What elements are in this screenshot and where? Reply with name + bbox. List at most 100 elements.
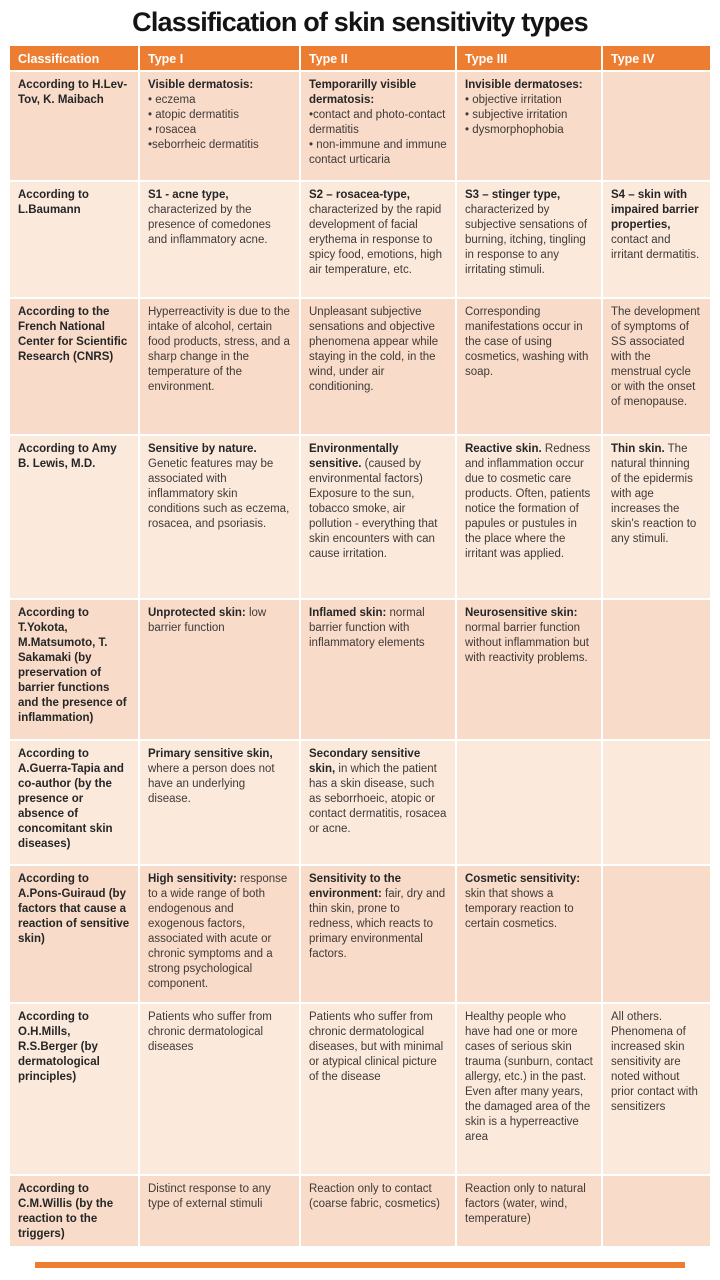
type-iv-cell [603,866,710,1002]
classification-cell: According to A.Guerra-Tapia and co-autho… [10,741,138,864]
page-title: Classification of skin sensitivity types [132,7,588,37]
type-iii-cell: Corresponding manifestations occur in th… [457,299,601,434]
cell-lead-bold: Sensitive by nature. [148,443,257,455]
type-iv-cell [603,72,710,180]
cell-body-text: where a person does not have an underlyi… [148,762,275,805]
cell-body-text: Distinct response to any type of externa… [148,1183,271,1210]
table-row: According to C.M.Willis (by the reaction… [10,1176,710,1246]
table-row: According to O.H.Mills, R.S.Berger (by d… [10,1004,710,1174]
cell-body-text: • eczema • atopic dermatitis • rosacea •… [148,93,259,151]
cell-lead-bold: Primary sensitive skin, [148,748,273,760]
cell-body-text: skin that shows a temporary reaction to … [465,887,574,930]
cell-body-text: Hyperreactivity is due to the intake of … [148,306,290,393]
type-ii-cell: Environmentally sensitive. (caused by en… [301,436,455,598]
type-ii-cell: Patients who suffer from chronic dermato… [301,1004,455,1174]
cell-lead-bold: Sensitivity to the environment: [309,873,402,900]
cell-lead-bold: Reactive skin. [465,443,542,455]
type-iv-cell [603,600,710,739]
cell-body-text: Genetic features may be associated with … [148,457,290,530]
classification-cell: According to O.H.Mills, R.S.Berger (by d… [10,1004,138,1174]
table-row: According to Amy B. Lewis, M.D. Sensitiv… [10,436,710,598]
cell-body-text: (caused by environmental factors) Exposu… [309,457,438,560]
type-i-cell: High sensitivity: response to a wide ran… [140,866,299,1002]
cell-body-text: Patients who suffer from chronic dermato… [309,1011,444,1083]
table-row: According to H.Lev-Tov, K. Maibach Visib… [10,72,710,180]
type-ii-cell: Sensitivity to the environment: fair, dr… [301,866,455,1002]
type-ii-cell: Reaction only to contact (coarse fabric,… [301,1176,455,1246]
type-i-cell: Unprotected skin: low barrier function [140,600,299,739]
cell-body-text: • objective irritation • subjective irri… [465,93,568,136]
cell-lead-bold: Cosmetic sensitivity: [465,873,581,885]
type-iv-cell: Thin skin. The natural thinning of the e… [603,436,710,598]
cell-body-text: The development of symptoms of SS associ… [611,306,700,408]
cell-lead-bold: S4 – skin with impaired barrier properti… [611,189,699,231]
type-iii-cell [457,741,601,864]
type-iii-cell: Neurosensitive skin: normal barrier func… [457,600,601,739]
type-ii-cell: Temporarilly visible dermatosis: •contac… [301,72,455,180]
cell-body-text: low barrier function [148,607,267,634]
cell-body-text: •contact and photo-contact dermatitis • … [309,108,447,166]
classification-cell: According to H.Lev-Tov, K. Maibach [10,72,138,180]
type-iv-cell: The development of symptoms of SS associ… [603,299,710,434]
cell-body-text: Reaction only to natural factors (water,… [465,1183,586,1225]
cell-body-text: Corresponding manifestations occur in th… [465,306,589,378]
type-iii-cell: Reaction only to natural factors (water,… [457,1176,601,1246]
col-header-type-ii: Type II [301,46,455,70]
cell-lead-bold: S2 – rosacea-type, [309,189,411,201]
col-header-type-i: Type I [140,46,299,70]
type-iv-cell [603,1176,710,1246]
type-ii-cell: Secondary sensitive skin, in which the p… [301,741,455,864]
classification-cell: According to Amy B. Lewis, M.D. [10,436,138,598]
cell-body-text: The natural thinning of the epidermis wi… [611,443,697,545]
cell-body-text: Healthy people who have had one or more … [465,1011,593,1143]
classification-cell: According to T.Yokota, M.Matsumoto, T. S… [10,600,138,739]
type-i-cell: Sensitive by nature. Genetic features ma… [140,436,299,598]
cell-lead-bold: Thin skin. [611,443,665,455]
col-header-type-iii: Type III [457,46,601,70]
type-i-cell: S1 - acne type, characterized by the pre… [140,182,299,297]
cell-lead-bold: Invisible dermatoses: [465,79,583,91]
type-iii-cell: Healthy people who have had one or more … [457,1004,601,1174]
type-iv-cell: S4 – skin with impaired barrier properti… [603,182,710,297]
bottom-accent-bar [35,1262,685,1268]
cell-lead-bold: Visible dermatosis: [148,79,254,91]
type-i-cell: Patients who suffer from chronic dermato… [140,1004,299,1174]
classification-cell: According to C.M.Willis (by the reaction… [10,1176,138,1246]
type-iii-cell: S3 – stinger type, characterized by subj… [457,182,601,297]
cell-body-text: fair, dry and thin skin, prone to rednes… [309,887,446,960]
classification-cell: According to A.Pons-Guiraud (by factors … [10,866,138,1002]
cell-lead-bold: High sensitivity: [148,873,237,885]
table-header: Classification Type I Type II Type III T… [10,46,710,70]
cell-body-text: characterized by the presence of comedon… [148,203,271,246]
cell-body-text: Patients who suffer from chronic dermato… [148,1011,272,1053]
cell-lead-bold: Unprotected skin: [148,607,246,619]
type-iv-cell: All others. Phenomena of increased skin … [603,1004,710,1174]
cell-lead-bold: Secondary sensitive skin, [309,748,421,775]
type-iii-cell: Cosmetic sensitivity: skin that shows a … [457,866,601,1002]
type-iv-cell [603,741,710,864]
table-row: According to the French National Center … [10,299,710,434]
type-ii-cell: Inflamed skin: normal barrier function w… [301,600,455,739]
cell-body-text: characterized by the rapid development o… [309,203,442,276]
type-i-cell: Visible dermatosis: • eczema • atopic de… [140,72,299,180]
table-row: According to A.Guerra-Tapia and co-autho… [10,741,710,864]
classification-cell: According to the French National Center … [10,299,138,434]
cell-lead-bold: Neurosensitive skin: [465,607,578,619]
type-i-cell: Primary sensitive skin, where a person d… [140,741,299,864]
type-iii-cell: Invisible dermatoses: • objective irrita… [457,72,601,180]
cell-body-text: Reaction only to contact (coarse fabric,… [309,1183,441,1210]
type-i-cell: Distinct response to any type of externa… [140,1176,299,1246]
cell-lead-bold: Inflamed skin: [309,607,387,619]
type-ii-cell: Unpleasant subjective sensations and obj… [301,299,455,434]
table-row: According to L.Baumann S1 - acne type, c… [10,182,710,297]
cell-body-text: characterized by subjective sensations o… [465,203,588,276]
cell-lead-bold: S1 - acne type, [148,189,229,201]
cell-body-text: Redness and inflammation occur due to co… [465,443,591,560]
cell-body-text: response to a wide range of both endogen… [148,873,288,990]
cell-lead-bold: S3 – stinger type, [465,189,561,201]
classification-cell: According to L.Baumann [10,182,138,297]
cell-body-text: in which the patient has a skin disease,… [309,762,447,835]
cell-body-text: contact and irritant dermatitis. [611,233,700,261]
cell-lead-bold: Temporarilly visible dermatosis: [309,79,417,106]
